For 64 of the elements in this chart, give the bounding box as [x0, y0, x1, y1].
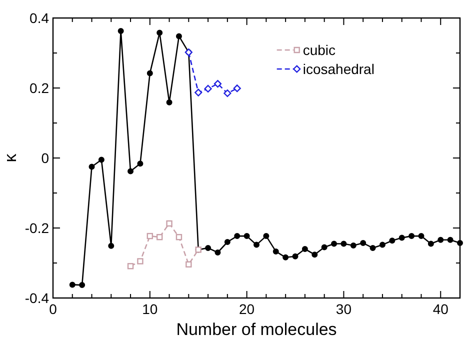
point: [340, 240, 347, 247]
point: [108, 242, 114, 249]
point: [118, 28, 124, 34]
point: [156, 234, 163, 240]
point: [428, 240, 434, 247]
y-tick-label: 0.4: [30, 10, 50, 26]
point: [408, 233, 415, 240]
x-tick-label: 10: [142, 301, 158, 317]
point: [331, 240, 338, 247]
point: [186, 261, 192, 268]
x-axis-title: Number of molecules: [176, 320, 337, 339]
point: [69, 282, 76, 288]
point: [418, 233, 424, 240]
y-tick-label: 0: [41, 150, 50, 166]
point: [272, 248, 279, 254]
point: [398, 234, 405, 241]
point: [166, 220, 172, 227]
point: [302, 246, 308, 252]
point: [379, 242, 386, 248]
point: [156, 30, 163, 36]
y-tick-label: 0.2: [30, 80, 50, 96]
point: [98, 156, 104, 163]
point: [79, 282, 86, 288]
point: [350, 242, 356, 248]
point: [233, 84, 241, 92]
legend-label: cubic: [302, 42, 336, 58]
point: [214, 80, 222, 88]
point: [312, 252, 318, 258]
point: [447, 236, 454, 243]
y-axis-title: κ: [1, 153, 20, 162]
point: [214, 250, 221, 256]
point: [370, 244, 376, 251]
point: [254, 242, 260, 248]
point: [146, 232, 154, 240]
point: [457, 240, 463, 246]
point: [263, 233, 270, 240]
legend-label: icosahedral: [302, 61, 374, 77]
point: [137, 258, 144, 264]
point: [244, 233, 250, 240]
point: [360, 240, 366, 246]
point: [292, 253, 298, 260]
x-tick-label: 20: [239, 301, 255, 317]
point: [389, 238, 396, 244]
y-tick-label: -0.2: [24, 220, 50, 236]
x-tick-label: 40: [432, 301, 449, 317]
point: [204, 84, 212, 92]
point: [88, 164, 95, 170]
point: [282, 254, 289, 260]
point: [205, 244, 212, 251]
point: [234, 233, 240, 240]
point: [224, 239, 230, 245]
point: [224, 89, 232, 98]
point: [321, 244, 328, 250]
point: [438, 236, 444, 243]
y-tick-label: -0.4: [24, 290, 50, 306]
point: [146, 70, 153, 76]
point: [194, 88, 202, 96]
point: [127, 263, 134, 270]
point: [176, 234, 182, 240]
point: [176, 33, 182, 40]
x-tick-label: 30: [336, 301, 352, 317]
point: [137, 160, 144, 167]
point: [128, 168, 134, 174]
point: [166, 99, 172, 106]
